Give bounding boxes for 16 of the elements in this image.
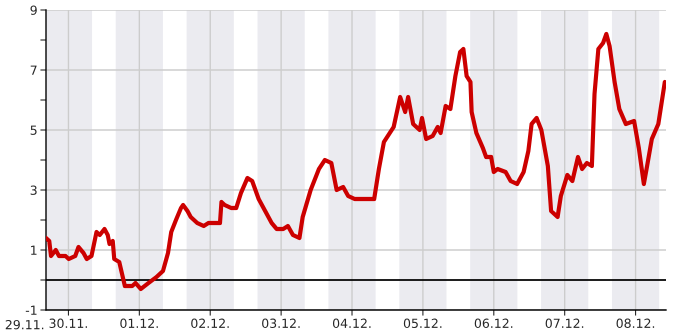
x-tick-label: 05.12. (404, 318, 442, 328)
text: 29.11. (6, 320, 44, 330)
y-tick-label: 5 (30, 126, 37, 135)
x-tick-label: 07.12. (546, 318, 584, 328)
y-tick-label: 7 (30, 66, 37, 75)
x-tick-label: 30.11. (50, 318, 87, 328)
y-tick-label: 9 (30, 5, 37, 15)
y-tick-label: 3 (30, 185, 37, 195)
x-tick-label: 08.12. (616, 318, 654, 328)
y-tick-label: 1 (31, 246, 37, 255)
x-tick-label: 06.12. (474, 318, 512, 328)
x-tick-label: 04.12. (332, 318, 371, 328)
x-tick-label: 03.12. (262, 318, 300, 328)
x-tick-label: 02.12. (191, 318, 229, 328)
y-tick-label: -1 (26, 306, 37, 315)
x-tick-label: 01.12. (120, 318, 158, 328)
